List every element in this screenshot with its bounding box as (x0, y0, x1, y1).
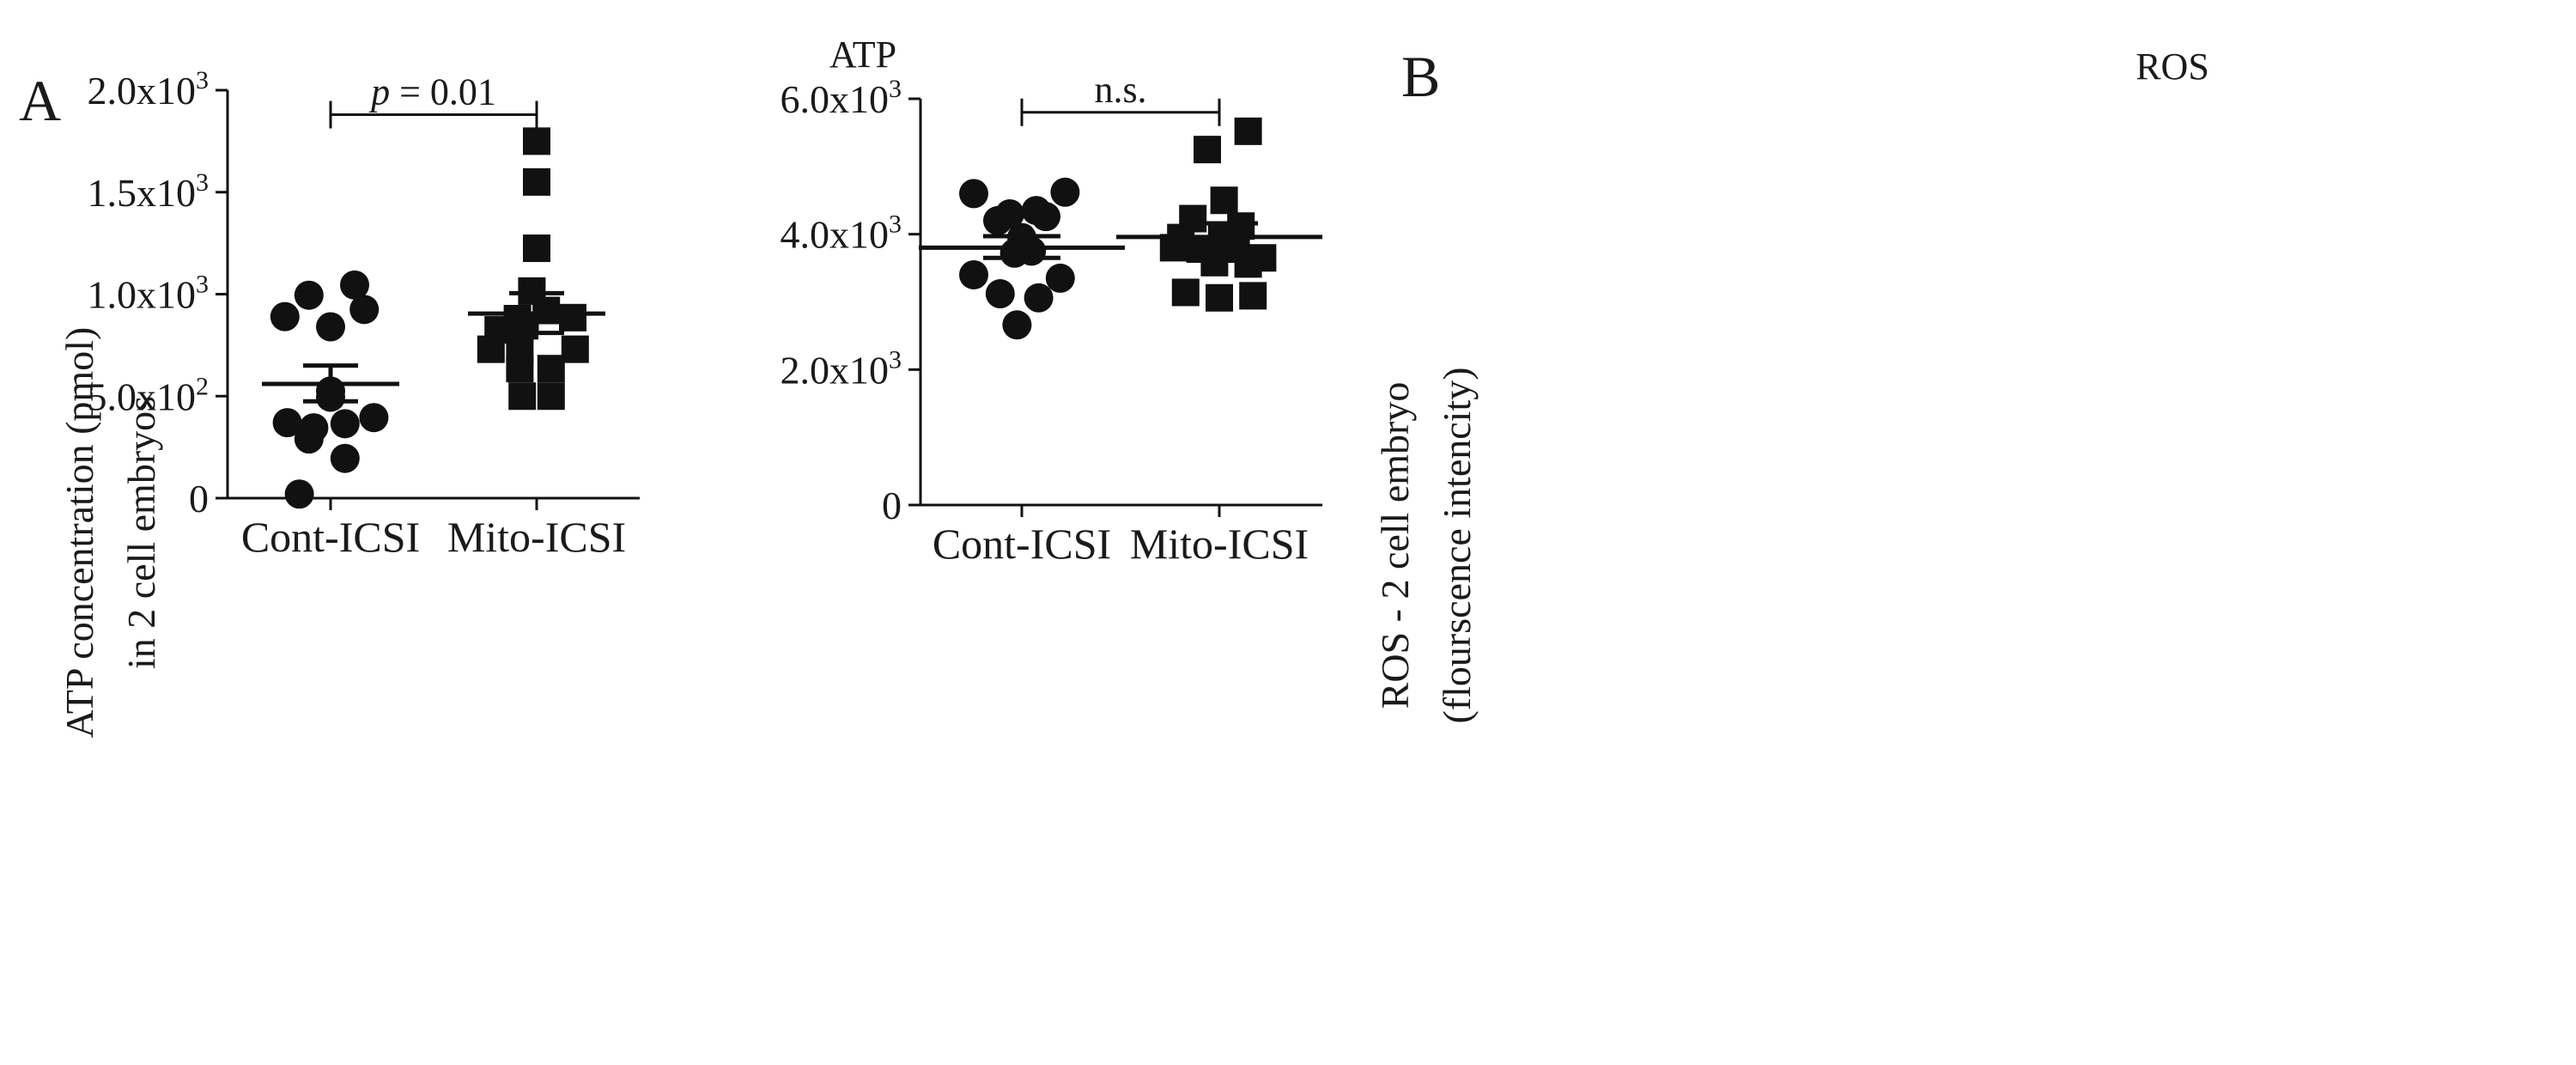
y-axis-label-line1: ROS - 2 cell embryo (1373, 382, 1417, 709)
data-point-square (1206, 283, 1233, 312)
chart-title-atp: ATP (829, 33, 896, 76)
panel-b: B ROS ROS - 2 cell embryo (flourscence i… (781, 44, 2209, 724)
data-point-square (523, 234, 550, 263)
mean-sem-bars (262, 290, 605, 404)
y-axis-label-line2: (flourscence intencity) (1435, 367, 1479, 723)
y-tick-label: 4.0x103 (781, 210, 902, 257)
data-point-square (523, 167, 550, 196)
data-point-square (537, 382, 565, 411)
significance-bracket: n.s. (1020, 69, 1221, 126)
data-point-square (508, 382, 537, 411)
data-point-square (506, 355, 534, 383)
data-point-circle (349, 295, 380, 325)
data-point-circle (985, 279, 1015, 309)
data-point-circle (330, 443, 360, 473)
x-category-label: Mito-ICSI (1130, 520, 1309, 568)
data-point-circle (1002, 310, 1032, 340)
y-tick-label: 5.0x102 (88, 372, 210, 418)
data-point-circle (340, 270, 369, 300)
y-tick-label: 1.5x103 (88, 168, 210, 215)
data-point-square (1234, 117, 1262, 145)
significance-label: p = 0.01 (368, 71, 496, 113)
y-tick-label: 0 (882, 484, 902, 527)
axes (919, 99, 1322, 507)
x-categories: Cont-ICSI Mito-ICSI (933, 505, 1309, 568)
significance-label: n.s. (1094, 69, 1146, 111)
y-tick-label: 2.0x103 (781, 345, 902, 392)
data-point-circle (316, 312, 345, 342)
data-point-square (559, 303, 586, 332)
data-point-square (1234, 250, 1262, 278)
data-point-square (1200, 248, 1229, 277)
data-point-square (1194, 136, 1221, 164)
y-axis-label-line2: in 2 cell embryos (119, 396, 163, 669)
data-point-square (523, 127, 550, 155)
x-category-label: Cont-ICSI (933, 520, 1111, 568)
y-tick-label: 6.0x103 (781, 75, 902, 121)
data-point-square (511, 312, 538, 340)
x-category-label: Mito-ICSI (447, 513, 626, 561)
data-point-square (477, 335, 505, 363)
data-point-circle (294, 424, 324, 454)
data-point-circle (1050, 177, 1080, 207)
data-points (959, 117, 1277, 340)
data-point-circle (1024, 283, 1054, 313)
chart-title-ros: ROS (2136, 46, 2209, 88)
data-point-circle (294, 280, 324, 310)
data-point-circle (983, 205, 1012, 235)
x-category-label: Cont-ICSI (241, 513, 420, 561)
y-ticks: 0 2.0x103 4.0x103 6.0x103 (781, 75, 920, 527)
panel-a: A ATP ATP concentration (pmol) in 2 cell… (19, 33, 896, 738)
y-tick-label: 2.0x103 (88, 66, 210, 113)
panel-label-b: B (1401, 44, 1440, 109)
data-point-circle (959, 259, 988, 289)
data-point-circle (284, 479, 314, 509)
x-categories: Cont-ICSI Mito-ICSI (241, 498, 626, 561)
panel-label-a: A (19, 68, 61, 133)
data-point-square (561, 335, 589, 363)
data-point-circle (1031, 202, 1060, 232)
data-point-square (1171, 278, 1200, 307)
data-points (270, 127, 589, 509)
data-point-square (1210, 186, 1238, 215)
significance-bracket: p = 0.01 (329, 71, 538, 129)
data-point-square (1239, 282, 1267, 310)
y-tick-label: 0 (189, 477, 209, 520)
data-point-circle (959, 179, 988, 209)
data-point-circle (330, 409, 360, 439)
data-point-circle (270, 301, 300, 332)
data-point-circle (359, 403, 389, 433)
y-axis-label-line1: ATP concentration (pmol) (58, 327, 101, 739)
data-point-circle (1045, 263, 1075, 293)
y-ticks: 0 5.0x102 1.0x103 1.5x103 2.0x103 (88, 66, 228, 520)
y-tick-label: 1.0x103 (88, 271, 210, 317)
data-point-square (537, 355, 565, 383)
data-point-circle (272, 408, 302, 438)
mean-sem-bars (919, 221, 1322, 260)
